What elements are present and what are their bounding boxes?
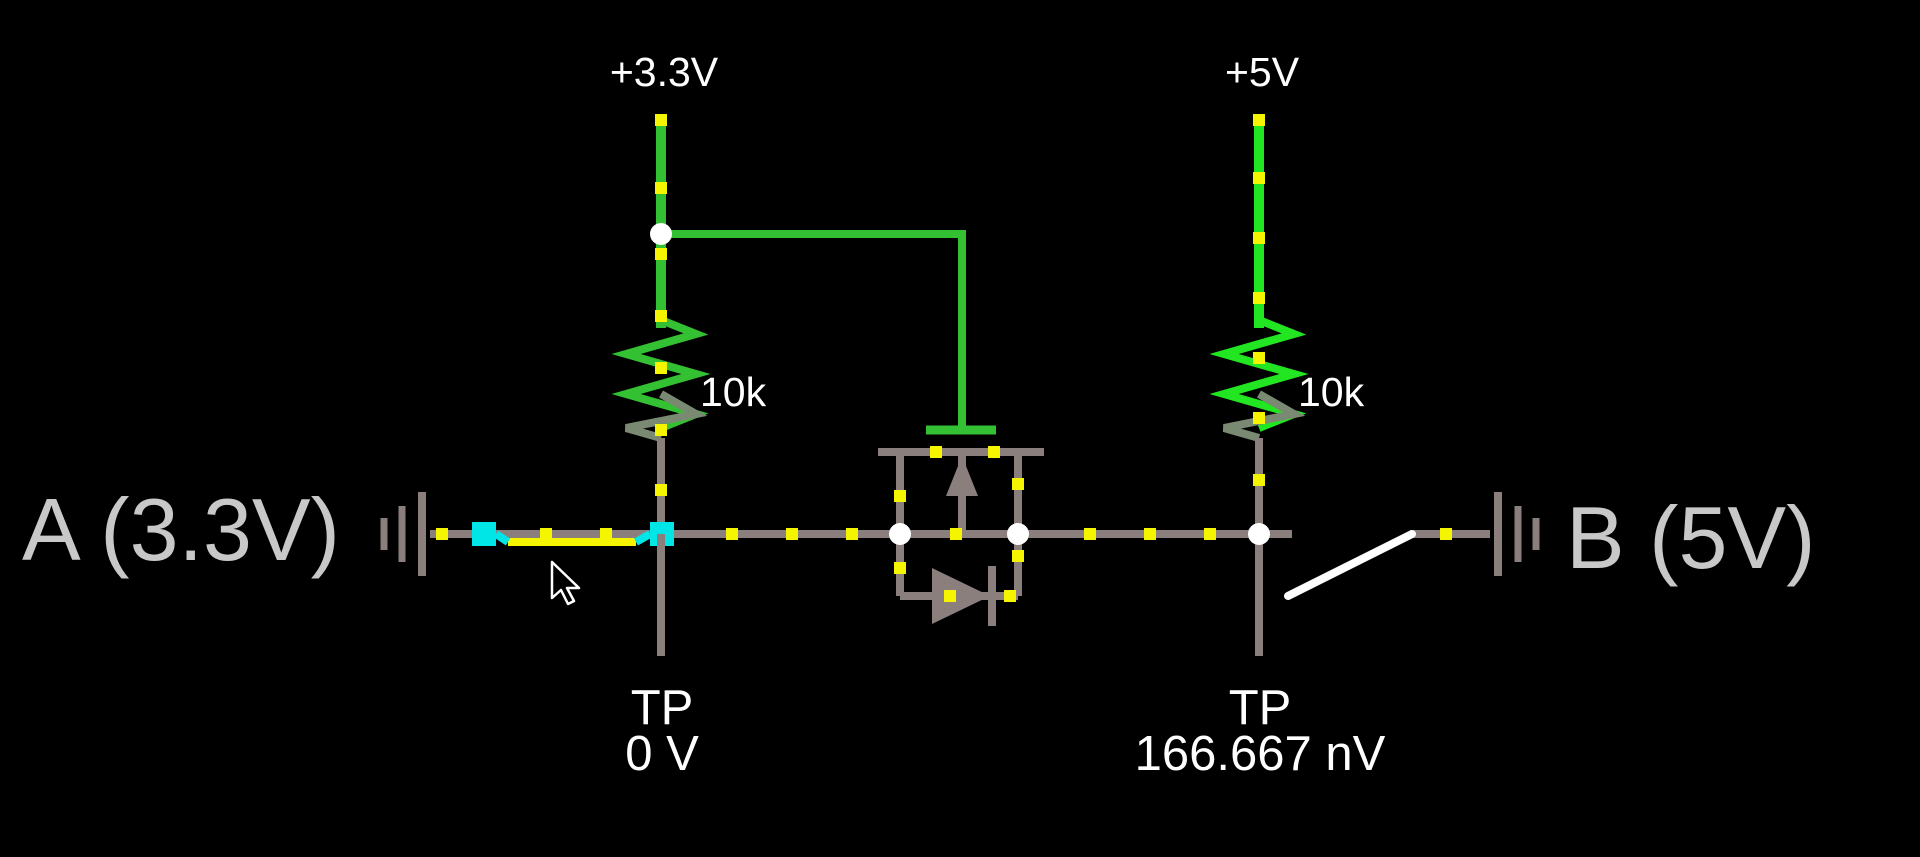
left-source-label: A (3.3V) [22, 480, 340, 579]
right-source-label: B (5V) [1566, 488, 1815, 587]
open-switch-icon[interactable] [1284, 530, 1416, 600]
current-flow-dots [436, 114, 1452, 602]
junction-node[interactable] [650, 223, 672, 245]
high-supply-label: +5V [1225, 49, 1300, 95]
right-test-point-reading: 166.667 nV [1135, 727, 1386, 781]
junction-nodes [650, 223, 1270, 545]
mouse-pointer-icon [550, 560, 581, 606]
junction-node[interactable] [889, 523, 911, 545]
right-test-point-title: TP [1229, 681, 1292, 735]
low-supply-label: +3.3V [610, 49, 719, 95]
right-resistor-value: 10k [1298, 369, 1365, 415]
left-resistor-value: 10k [700, 369, 767, 415]
selection-handle[interactable] [472, 522, 496, 546]
left-test-point-title: TP [631, 681, 694, 735]
left-voltage-source-icon[interactable] [380, 492, 426, 576]
left-test-point-reading: 0 V [625, 727, 699, 781]
body-diode-icon[interactable] [932, 566, 996, 626]
junction-node[interactable] [1248, 523, 1270, 545]
junction-node[interactable] [1007, 523, 1029, 545]
selected-wire[interactable] [472, 522, 674, 546]
right-voltage-source-icon[interactable] [1494, 492, 1540, 576]
